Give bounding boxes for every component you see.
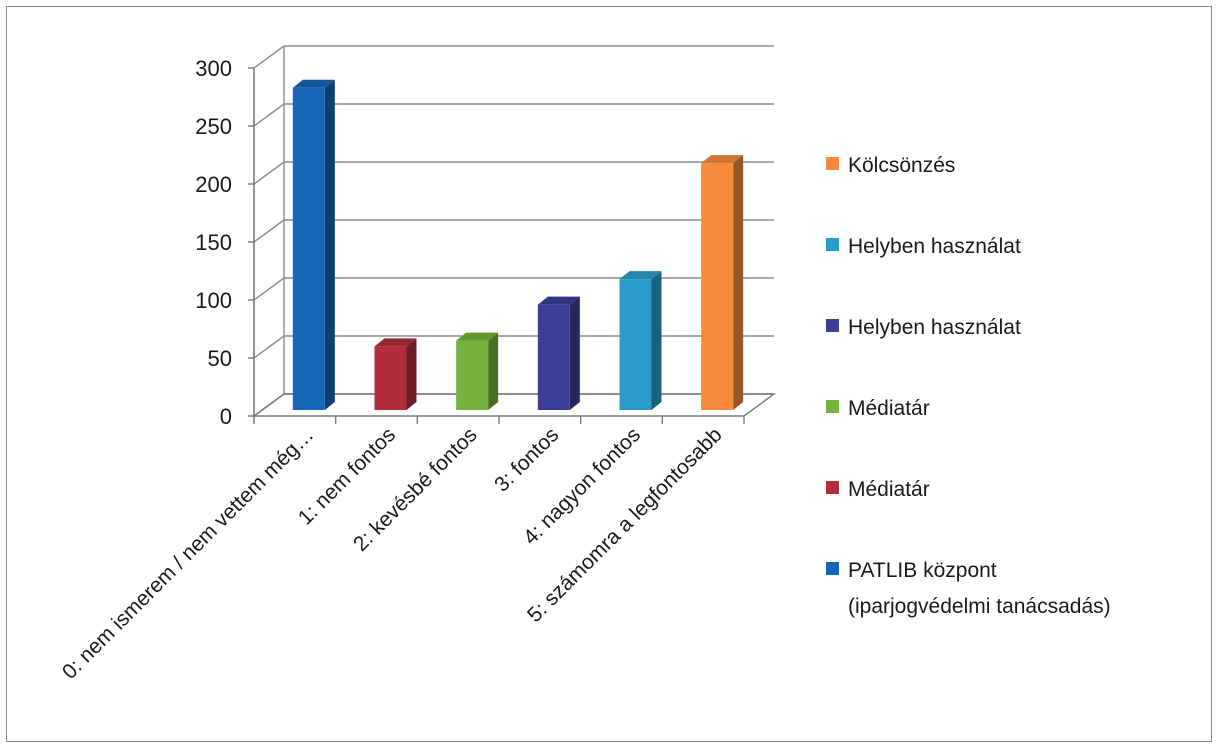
legend-swatch <box>826 238 839 251</box>
y-tick-label: 0 <box>220 404 232 429</box>
y-tick-label: 200 <box>195 172 232 197</box>
bar <box>292 79 335 410</box>
legend-item: PATLIB központ (iparjogvédelmi tanácsadás… <box>826 559 1111 618</box>
legend-item: Kölcsönzés <box>826 154 955 177</box>
y-tick-label: 100 <box>195 288 232 313</box>
legend-swatch <box>826 562 839 575</box>
legend-label: Médiatár <box>848 478 930 501</box>
legend-item: Helyben használat <box>826 316 1021 339</box>
legend-item: Médiatár <box>826 478 930 501</box>
y-tick-label: 250 <box>195 114 232 139</box>
legend-label: Médiatár <box>848 397 930 420</box>
x-tick-label: 0: nem ismerem / nem vettem még… <box>58 423 319 684</box>
gridline-side <box>253 277 285 301</box>
bar <box>374 338 417 410</box>
y-tick-label: 150 <box>195 230 232 255</box>
legend-swatch <box>826 157 839 170</box>
bar-layer <box>292 79 744 410</box>
bar <box>701 155 744 410</box>
legend-item: Médiatár <box>826 397 930 420</box>
legend-label: Kölcsönzés <box>848 154 955 177</box>
bar <box>619 271 662 410</box>
y-tick-label: 50 <box>208 346 232 371</box>
bar <box>537 296 580 410</box>
legend-swatch <box>826 481 839 494</box>
y-tick-label: 300 <box>195 56 232 81</box>
gridline-side <box>253 219 285 243</box>
legend-label: Helyben használat <box>848 235 1021 258</box>
legend-swatch <box>826 319 839 332</box>
legend-label: PATLIB központ (iparjogvédelmi tanácsadás… <box>848 559 1111 618</box>
legend-label: Helyben használat <box>848 316 1021 339</box>
axis-layer <box>248 67 777 424</box>
gridline-side <box>253 161 285 185</box>
legend-swatch <box>826 400 839 413</box>
legend: Kölcsönzés Helyben használat Helyben haszn… <box>826 154 1111 618</box>
x-tick-label: 3: fontos <box>490 423 563 496</box>
bar <box>456 332 499 410</box>
gridline-side <box>253 103 285 127</box>
gridline-side <box>253 335 285 359</box>
legend-item: Helyben használat <box>826 235 1021 258</box>
gridline-side <box>253 45 285 69</box>
chart-frame <box>6 6 1212 742</box>
